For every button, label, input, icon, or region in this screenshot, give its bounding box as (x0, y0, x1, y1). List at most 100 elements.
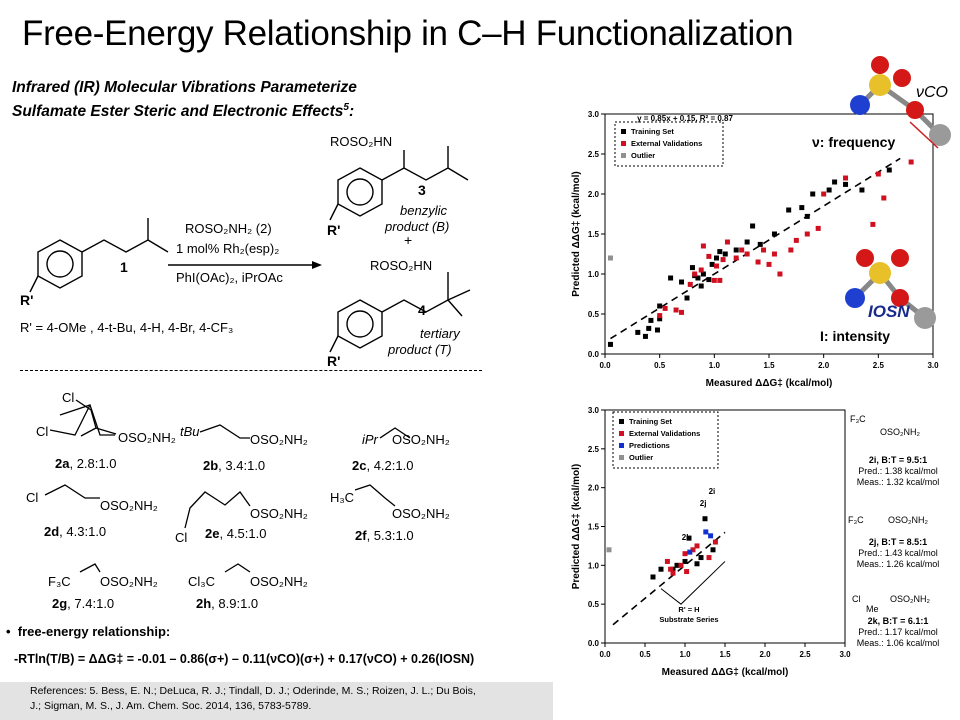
data-point (606, 547, 612, 553)
data-point (674, 562, 680, 568)
data-point (724, 239, 730, 245)
data-point (700, 271, 706, 277)
bracket-label-1: R' = H (678, 605, 699, 614)
note-2j-label: 2j, B:T = 8.5:1 (868, 537, 928, 547)
reagent-line2: 1 mol% Rh₂(esp)₂ (176, 241, 279, 256)
fit-equation: y = 0.85x + 0.15, R² = 0.87 (637, 114, 733, 123)
data-point (684, 569, 690, 575)
data-point (843, 175, 849, 181)
x-tick-label: 1.5 (763, 361, 775, 370)
x-tick-label: 1.0 (679, 650, 691, 659)
legend-swatch (621, 153, 626, 158)
compound-2a-structure (36, 390, 206, 453)
data-point (698, 555, 704, 561)
references: References: 5. Bess, E. N.; DeLuca, R. J… (0, 682, 553, 720)
y-tick-label: 1.5 (588, 230, 600, 239)
note-2j-meas: Meas.: 1.26 kcal/mol (856, 559, 940, 569)
data-point (658, 566, 664, 572)
data-point (744, 251, 750, 257)
data-point (722, 251, 728, 257)
legend-entry: Outlier (631, 151, 655, 160)
data-point (682, 551, 688, 557)
struct-2i-f3c: F₃C (850, 414, 866, 424)
data-point (635, 329, 641, 335)
y-tick-label: 2.5 (588, 445, 600, 454)
subtitle-line1: Infrared (IR) Molecular Vibrations Param… (12, 79, 357, 96)
arrow-head (312, 261, 322, 269)
sulfur-atom (869, 262, 891, 284)
data-point (744, 239, 750, 245)
data-point (706, 555, 712, 561)
compound-2d-cl: Cl (26, 490, 39, 505)
data-point (788, 247, 794, 253)
data-point (832, 179, 838, 185)
y-tick-label: 1.5 (588, 523, 600, 532)
data-point (714, 255, 720, 261)
x-axis-label: Measured ΔΔG‡ (kcal/mol) (706, 378, 833, 389)
compound-2f-h3c: H₃C (330, 490, 355, 505)
x-axis-label: Measured ΔΔG‡ (kcal/mol) (662, 667, 789, 678)
y-tick-label: 3.0 (588, 110, 600, 119)
data-point (702, 516, 708, 522)
product-t-label: 4 (418, 302, 426, 318)
oxygen-atom (906, 101, 924, 119)
oxygen-atom (891, 289, 909, 307)
compound-2g-f3c: F₃C (48, 574, 71, 589)
data-point (826, 187, 832, 193)
annot-2j: 2j (700, 499, 707, 508)
data-point (908, 159, 914, 165)
data-point (670, 570, 676, 576)
y-tick-label: 1.0 (588, 270, 600, 279)
product-t-ring (329, 272, 471, 353)
data-point (642, 333, 648, 339)
compound-2h-oso2nh2: OSO₂NH₂ (250, 574, 308, 589)
bracket-label-2: Substrate Series (659, 615, 718, 624)
note-2k-label: 2k, B:T = 6.1:1 (867, 616, 929, 626)
compound-2e-caption: 2e, 4.5:1.0 (205, 526, 267, 541)
x-tick-label: 0.5 (639, 650, 651, 659)
y-tick-label: 2.5 (588, 150, 600, 159)
struct-2i-oso2nh2: OSO₂NH₂ (880, 427, 920, 437)
x-tick-label: 2.5 (799, 650, 811, 659)
data-point (720, 257, 726, 263)
plus-sign: + (404, 232, 412, 248)
legend-swatch (619, 419, 624, 424)
compound-2c-caption: 2c, 4.2:1.0 (352, 458, 414, 473)
legend-entry: Predictions (629, 441, 670, 450)
x-tick-label: 0.0 (599, 650, 611, 659)
substrate-bracket (660, 561, 726, 605)
compound-2h-cl3c: Cl₃C (188, 574, 215, 589)
reagent-line3: PhI(OAc)₂, iPrOAc (176, 270, 283, 285)
i-osn-label: IOSN (868, 302, 910, 321)
nitrogen-atom (850, 95, 870, 115)
data-point (859, 187, 865, 193)
carbon-atom (929, 124, 951, 146)
product-b-ring (329, 146, 469, 221)
legend-swatch (619, 455, 624, 460)
data-point (698, 283, 704, 289)
data-point (875, 171, 881, 177)
data-point (657, 313, 663, 319)
product-t-amine: ROSO₂HN (370, 258, 432, 273)
y-tick-label: 0.5 (588, 600, 600, 609)
note-2j-pred: Pred.: 1.43 kcal/mol (858, 548, 938, 558)
struct-2k-oso2nh2: OSO₂NH₂ (890, 594, 930, 604)
reaction-scheme: R' 1 R' = 4-OMe , 4-t-Bu, 4-H, 4-Br, 4-C… (20, 134, 471, 369)
data-point (682, 558, 688, 564)
substrate-ring (29, 218, 169, 293)
data-point (654, 327, 660, 333)
y-tick-label: 2.0 (588, 484, 600, 493)
compound-skeletons (44, 404, 411, 573)
data-point (843, 181, 849, 187)
data-point (607, 341, 613, 347)
data-point (771, 231, 777, 237)
legend-swatch (619, 443, 624, 448)
data-point (821, 191, 827, 197)
data-point (711, 277, 717, 283)
data-point (607, 255, 613, 261)
compound-2c-ipr: iPr (362, 432, 378, 447)
carbon-atom (914, 307, 936, 329)
data-point (870, 221, 876, 227)
compound-2f-oso2nh2: OSO₂NH₂ (392, 506, 450, 521)
x-tick-label: 2.0 (818, 361, 830, 370)
